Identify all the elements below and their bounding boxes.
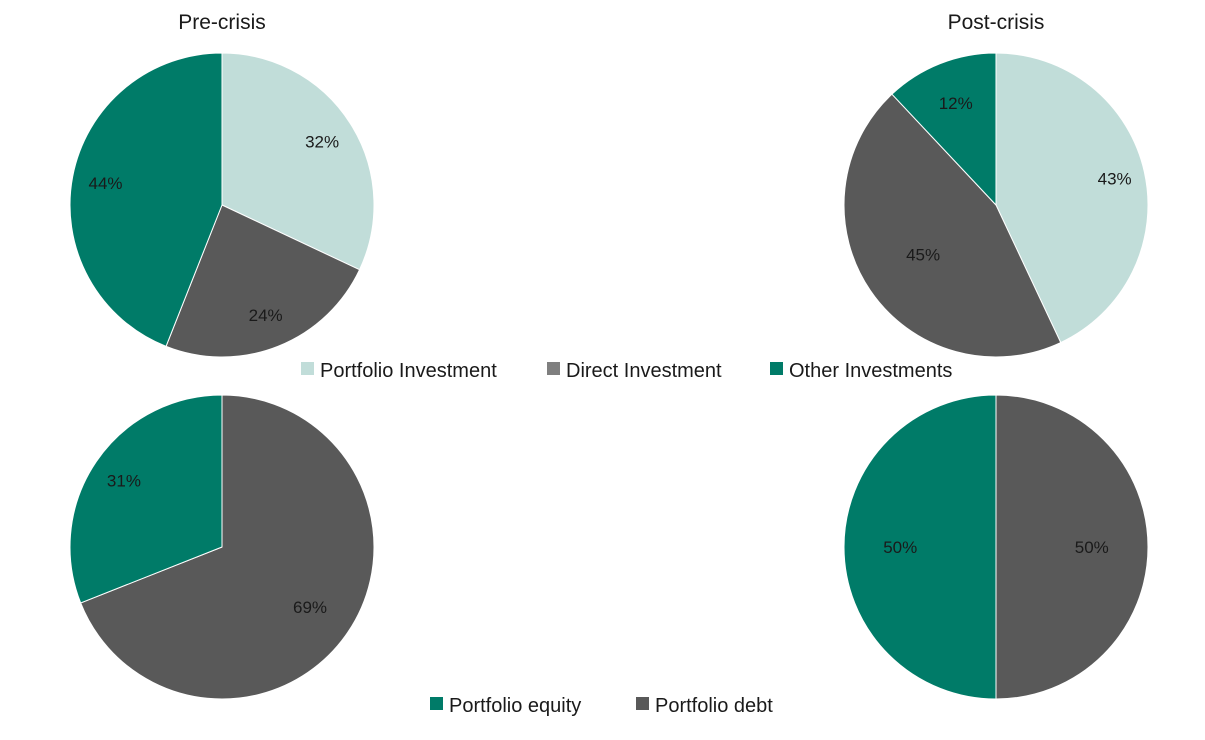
legend-portfolio-types: Portfolio equity Portfolio debt (430, 695, 773, 717)
legend-swatch-portfolio-investment (301, 362, 314, 375)
legend-label-direct-investment: Direct Investment (566, 360, 722, 382)
pie-pre-crisis-investment: 32% 24% 44% (69, 52, 375, 358)
pie-slice-other-investments-post-crisis-investment (891, 52, 997, 207)
pie-slice-portfolio-equity-pre-crisis-portfolio (69, 394, 223, 604)
pre-crisis-title: Pre-crisis (178, 11, 266, 34)
pie-label-portfolio-investment-pre-crisis-investment: 32% (305, 132, 339, 151)
pie-label-direct-investment-post-crisis-investment: 45% (906, 246, 940, 265)
pie-post-crisis-investment: 43% 45% 12% (843, 52, 1149, 358)
post-crisis-title: Post-crisis (948, 11, 1045, 34)
legend-label-portfolio-investment: Portfolio Investment (320, 360, 497, 382)
pie-slice-other-investments-pre-crisis-investment (69, 52, 223, 347)
legend-swatch-other-investments (770, 362, 783, 375)
legend-label-portfolio-equity: Portfolio equity (449, 695, 581, 717)
legend-swatch-direct-investment (547, 362, 560, 375)
legend-label-portfolio-debt: Portfolio debt (655, 695, 773, 717)
pie-pre-crisis-portfolio: 69% 31% (69, 394, 375, 700)
pie-label-portfolio-investment-post-crisis-investment: 43% (1098, 169, 1132, 188)
legend-swatch-portfolio-equity (430, 697, 443, 710)
pie-post-crisis-portfolio: 50% 50% (843, 394, 1149, 700)
pie-label-other-investments-pre-crisis-investment: 44% (89, 174, 123, 193)
legend-label-other-investments: Other Investments (789, 360, 952, 382)
pie-label-portfolio-debt-pre-crisis-portfolio: 69% (293, 598, 327, 617)
pie-label-portfolio-equity-pre-crisis-portfolio: 31% (107, 471, 141, 490)
pie-slice-portfolio-investment-pre-crisis-investment (221, 52, 375, 271)
pie-slice-direct-investment-post-crisis-investment (843, 93, 1062, 358)
pie-slice-portfolio-debt-post-crisis-portfolio (995, 394, 1149, 700)
pie-slice-portfolio-equity-post-crisis-portfolio (843, 394, 997, 700)
legend-investment-types: Portfolio Investment Direct Investment Oth… (301, 360, 952, 382)
pie-label-portfolio-equity-post-crisis-portfolio: 50% (883, 538, 917, 557)
pie-slice-portfolio-investment-post-crisis-investment (995, 52, 1149, 344)
pie-slice-portfolio-debt-pre-crisis-portfolio (80, 394, 375, 700)
pie-label-other-investments-post-crisis-investment: 12% (939, 94, 973, 113)
legend-swatch-portfolio-debt (636, 697, 649, 710)
pie-slice-direct-investment-pre-crisis-investment (165, 204, 361, 358)
pie-label-portfolio-debt-post-crisis-portfolio: 50% (1075, 538, 1109, 557)
pie-label-direct-investment-pre-crisis-investment: 24% (249, 306, 283, 325)
